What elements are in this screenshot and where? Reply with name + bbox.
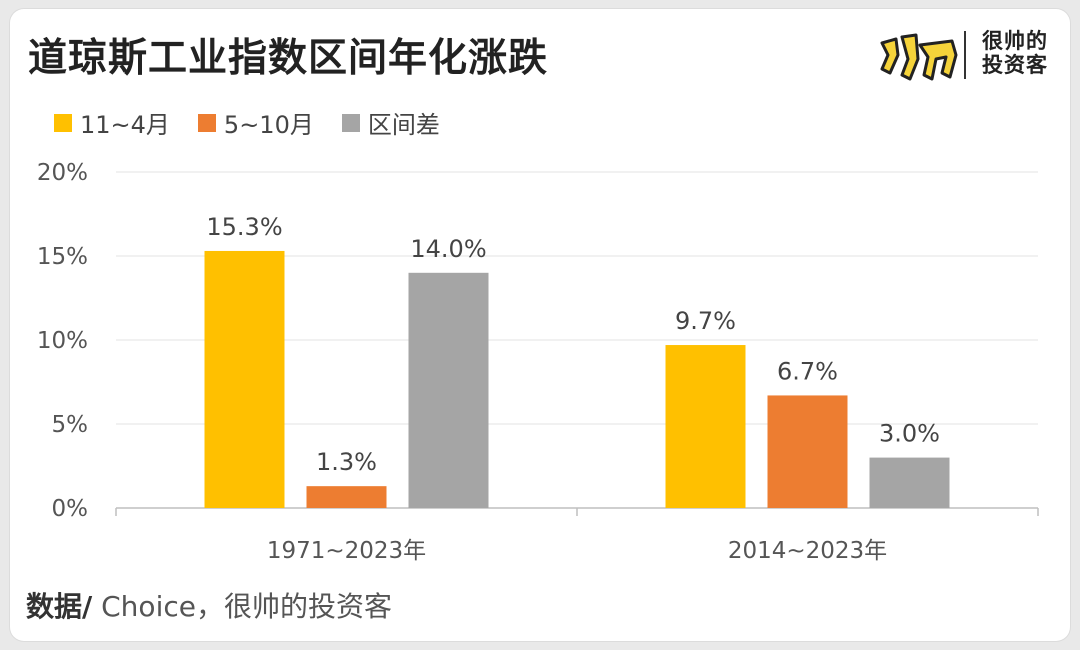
- chart-title: 道琼斯工业指数区间年化涨跌: [28, 36, 549, 81]
- brand-name-line2: 投资客: [982, 53, 1048, 77]
- legend-swatch-diff: [341, 113, 360, 132]
- legend-label-may-oct: 5~10月: [223, 111, 314, 139]
- data-label: 9.7%: [675, 307, 736, 335]
- legend-swatch-may-oct: [197, 113, 216, 132]
- data-source-text: Choice，很帅的投资客: [92, 590, 392, 623]
- x-tick-label: 1971~2023年: [267, 538, 426, 564]
- brand-divider: [964, 31, 966, 79]
- legend-item-may-oct: 5~10月: [197, 105, 314, 140]
- brand-mark-icon: [880, 33, 958, 81]
- legend-item-diff: 区间差: [341, 105, 440, 140]
- x-tick-label: 2014~2023年: [728, 538, 887, 564]
- y-tick-label: 5%: [52, 412, 89, 438]
- bar: [869, 457, 950, 508]
- legend-label-diff: 区间差: [367, 111, 440, 139]
- legend-label-nov-apr: 11~4月: [80, 111, 170, 139]
- y-tick-label: 15%: [37, 244, 88, 270]
- data-source-label: 数据/: [26, 590, 93, 623]
- brand-name: 很帅的 投资客: [982, 29, 1056, 77]
- bar: [665, 345, 746, 508]
- bar-chart: 0% 5% 10% 15% 20% 15.3% 1.3% 14.0% 1971~2023年 9.7…: [37, 160, 1039, 564]
- data-label: 6.7%: [777, 357, 838, 385]
- y-tick-label: 10%: [37, 328, 88, 354]
- y-tick-label: 20%: [37, 160, 88, 186]
- data-label: 14.0%: [410, 235, 486, 263]
- data-source: 数据/ Choice，很帅的投资客: [26, 585, 392, 625]
- chart-legend: 11~4月 5~10月 区间差: [54, 105, 468, 140]
- bar: [204, 250, 285, 508]
- data-label: 15.3%: [206, 213, 282, 241]
- data-label: 3.0%: [879, 420, 940, 448]
- bar: [306, 486, 387, 508]
- bar: [408, 272, 489, 508]
- legend-item-nov-apr: 11~4月: [54, 105, 170, 140]
- brand-logo: 很帅的 投资客: [876, 29, 1056, 87]
- legend-swatch-nov-apr: [54, 113, 72, 132]
- y-tick-label: 0%: [52, 496, 89, 522]
- brand-name-line1: 很帅的: [982, 29, 1048, 53]
- chart-card: 道琼斯工业指数区间年化涨跌 很帅的 投资客 11~4月 5~10月 区间差 0%…: [10, 9, 1070, 641]
- bar: [767, 395, 848, 508]
- data-label: 1.3%: [316, 448, 377, 476]
